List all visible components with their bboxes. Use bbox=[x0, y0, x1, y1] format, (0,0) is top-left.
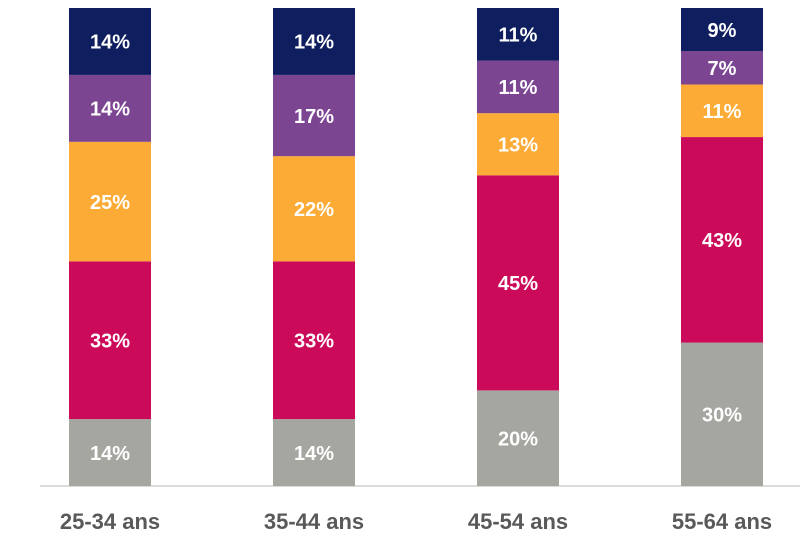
data-label: 22% bbox=[294, 199, 334, 221]
bar-segment bbox=[681, 342, 763, 486]
bar-segment bbox=[477, 390, 559, 486]
bar-segment bbox=[273, 74, 355, 157]
bar-segment bbox=[69, 141, 151, 262]
bar-segment bbox=[273, 8, 355, 75]
data-label: 11% bbox=[499, 25, 538, 47]
bar-segment bbox=[681, 84, 763, 138]
data-label: 13% bbox=[498, 135, 538, 157]
bar-segment bbox=[69, 261, 151, 420]
data-label: 14% bbox=[294, 32, 334, 54]
x-tick-label: 45-54 ans bbox=[468, 509, 568, 534]
data-label: 25% bbox=[90, 192, 130, 214]
x-tick-label: 35-44 ans bbox=[264, 509, 364, 534]
data-label: 33% bbox=[90, 330, 130, 352]
bar-segment bbox=[273, 156, 355, 262]
bar-segment bbox=[477, 175, 559, 391]
bar-segment bbox=[477, 8, 559, 61]
bar-segment bbox=[69, 74, 151, 142]
bar-segment bbox=[69, 419, 151, 486]
data-label: 17% bbox=[294, 106, 334, 128]
bar-segment bbox=[477, 113, 559, 176]
data-label: 7% bbox=[708, 58, 737, 80]
data-label: 9% bbox=[708, 20, 737, 42]
bar-segment bbox=[681, 51, 763, 85]
data-label: 33% bbox=[294, 330, 334, 352]
data-label: 11% bbox=[499, 77, 538, 99]
x-tick-label: 25-34 ans bbox=[60, 509, 160, 534]
data-label: 11% bbox=[703, 101, 742, 123]
data-label: 20% bbox=[498, 428, 538, 450]
bar-segment bbox=[681, 137, 763, 343]
data-label: 14% bbox=[90, 99, 130, 121]
bar-segment bbox=[681, 8, 763, 52]
data-label: 30% bbox=[702, 405, 742, 427]
data-label: 43% bbox=[702, 230, 742, 252]
data-label: 14% bbox=[90, 32, 130, 54]
bar-segment bbox=[477, 60, 559, 114]
bar-segment bbox=[69, 8, 151, 75]
data-label: 14% bbox=[90, 443, 130, 465]
x-tick-label: 55-64 ans bbox=[672, 509, 772, 534]
bar-segment bbox=[273, 419, 355, 486]
bar-segment bbox=[273, 261, 355, 420]
data-label: 14% bbox=[294, 443, 334, 465]
data-label: 45% bbox=[498, 273, 538, 295]
